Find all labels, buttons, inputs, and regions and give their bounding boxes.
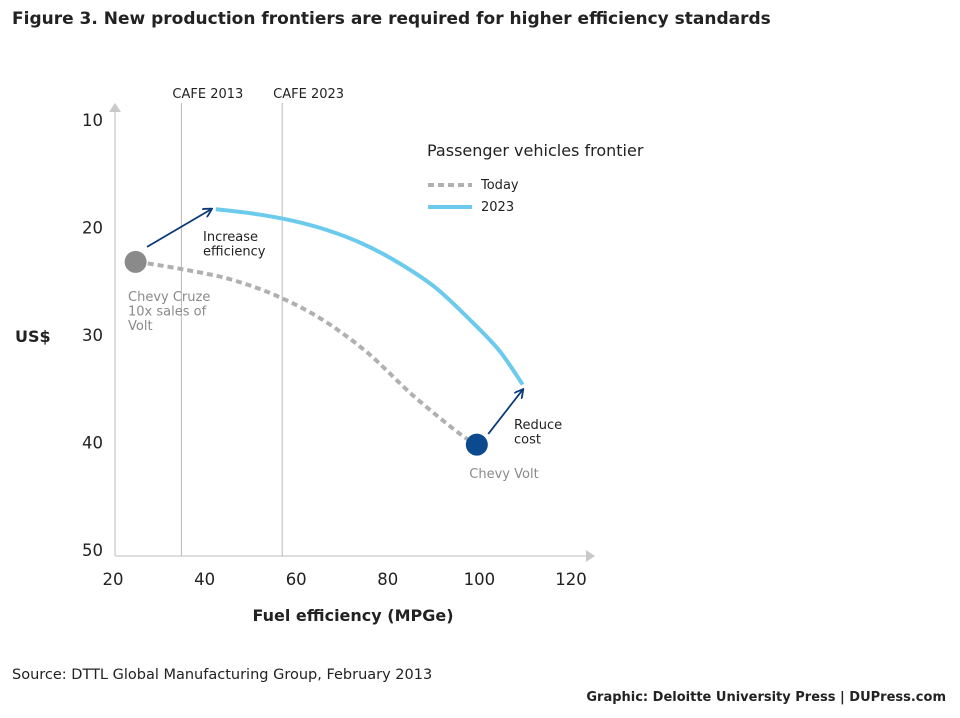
data-point-label: Chevy Cruze 10x sales of Volt <box>128 290 210 334</box>
axes: 20 40 60 80 100 120 10 20 30 40 50 <box>82 103 595 589</box>
chart-title: Figure 3. New production frontiers are r… <box>12 9 771 29</box>
legend-today-label: Today <box>480 178 519 193</box>
data-point-label: Chevy Volt <box>469 467 538 482</box>
y-tick-label: 50 <box>82 541 103 560</box>
x-tick-label: 20 <box>103 570 124 589</box>
data-point <box>465 433 488 456</box>
credit-note: Graphic: Deloitte University Press | DUP… <box>586 690 946 705</box>
annotation-label: Reduce cost <box>514 418 562 448</box>
series-line-today <box>137 259 478 447</box>
series-line-2023 <box>215 207 525 386</box>
reference-line-label: CAFE 2013 <box>172 87 243 102</box>
annotation-arrow <box>146 209 211 248</box>
data-point <box>124 250 147 273</box>
reference-lines: CAFE 2013 CAFE 2023 <box>172 87 344 556</box>
series-layer <box>137 207 525 447</box>
legend-title: Passenger vehicles frontier <box>427 141 644 160</box>
x-tick-label: 120 <box>555 570 587 589</box>
reference-line-label: CAFE 2023 <box>273 87 344 102</box>
y-tick-label: 20 <box>82 219 103 238</box>
legend: Passenger vehicles frontier Today 2023 <box>427 141 644 215</box>
y-axis-arrow <box>109 103 121 112</box>
y-tick-label: 10 <box>82 111 103 130</box>
x-tick-label: 40 <box>194 570 215 589</box>
x-tick-label: 60 <box>286 570 307 589</box>
annotation-arrow <box>487 390 522 435</box>
x-tick-label: 100 <box>464 570 496 589</box>
x-tick-label: 80 <box>377 570 398 589</box>
points-layer: Chevy Cruze 10x sales of Volt Chevy Volt <box>124 250 539 482</box>
source-note: Source: DTTL Global Manufacturing Group,… <box>12 667 433 683</box>
y-axis-label: US$ <box>15 327 51 346</box>
annotations-layer: Increase efficiency Reduce cost <box>146 209 562 448</box>
y-tick-label: 40 <box>82 434 103 453</box>
annotation-label: Increase efficiency <box>203 230 266 260</box>
x-axis-label: Fuel efficiency (MPGe) <box>252 606 453 625</box>
x-axis-arrow <box>586 550 595 562</box>
y-tick-label: 30 <box>82 326 103 345</box>
legend-2023-label: 2023 <box>481 200 514 215</box>
